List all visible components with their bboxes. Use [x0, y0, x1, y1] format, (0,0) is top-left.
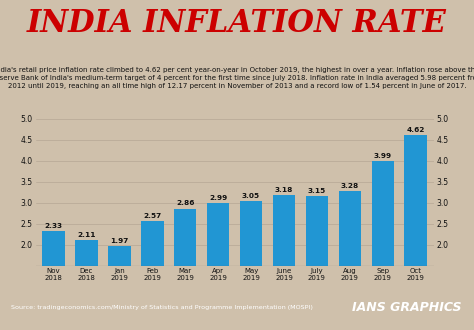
Bar — [372, 161, 394, 329]
Bar — [75, 240, 98, 329]
Bar — [404, 135, 427, 329]
Bar — [306, 196, 328, 329]
Text: Source: tradingeconomics.com/Ministry of Statistics and Programme Implementation: Source: tradingeconomics.com/Ministry of… — [11, 305, 313, 310]
Bar — [338, 191, 361, 329]
Bar — [108, 246, 131, 329]
Text: 2.57: 2.57 — [143, 213, 162, 219]
Text: 3.99: 3.99 — [374, 153, 392, 159]
Bar — [141, 221, 164, 329]
Bar — [207, 203, 229, 329]
Text: 2.86: 2.86 — [176, 201, 194, 207]
Text: 3.28: 3.28 — [341, 183, 359, 189]
Text: INDIA INFLATION RATE: INDIA INFLATION RATE — [27, 9, 447, 39]
Text: India's retail price inflation rate climbed to 4.62 per cent year-on-year in Oct: India's retail price inflation rate clim… — [0, 67, 474, 89]
Bar — [240, 201, 262, 329]
Text: 2.99: 2.99 — [209, 195, 228, 201]
Bar — [174, 209, 196, 329]
Text: 4.62: 4.62 — [406, 127, 425, 133]
Text: 3.15: 3.15 — [308, 188, 326, 194]
Text: 1.97: 1.97 — [110, 238, 128, 244]
Bar — [43, 231, 65, 329]
Text: 3.18: 3.18 — [275, 187, 293, 193]
Text: 2.11: 2.11 — [77, 232, 96, 238]
Bar — [273, 195, 295, 329]
Text: 2.33: 2.33 — [45, 223, 63, 229]
Text: 3.05: 3.05 — [242, 192, 260, 199]
Text: IANS GRAPHICS: IANS GRAPHICS — [352, 301, 461, 314]
